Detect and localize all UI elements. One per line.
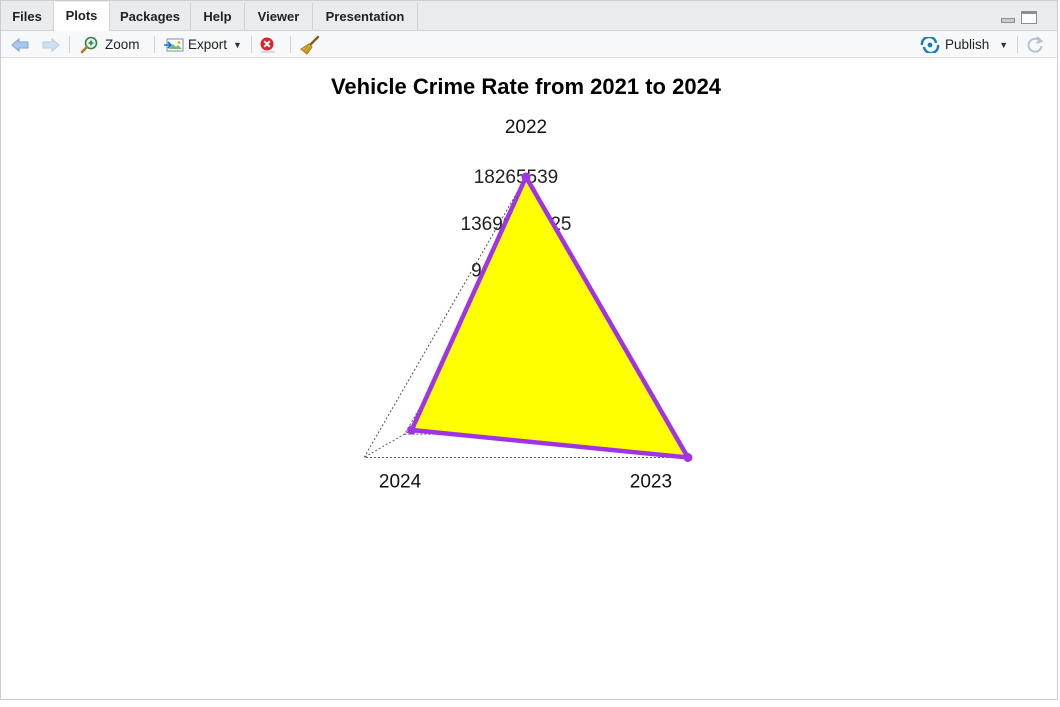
axis-category-label: 2024 [379,472,422,493]
series-polygon [408,172,693,461]
axis-category-label: 2023 [630,472,672,493]
minimize-pane-button[interactable] [1001,18,1015,23]
series-point [521,172,531,182]
toolbar-separator [154,36,155,53]
broom-icon [300,35,320,55]
toolbar-separator [251,36,252,53]
plots-toolbar: Zoom Export ▼ [1,31,1057,58]
zoom-icon [80,36,98,53]
chart-series [407,172,693,462]
axis-value-label: 18265539 [474,167,559,188]
chart-labels: 2022 2023 2024 [379,117,672,493]
chevron-down-icon: ▼ [999,39,1009,50]
tab-packages[interactable]: Packages [110,3,191,31]
zoom-label: Zoom [105,37,140,52]
arrow-right-icon [42,37,60,52]
series-point [683,453,693,462]
remove-plot-button[interactable] [259,31,277,58]
forward-button[interactable] [41,31,61,58]
export-label: Export [188,37,228,52]
toolbar-separator [290,36,291,53]
publish-icon [920,36,940,53]
tab-presentation[interactable]: Presentation [313,3,418,31]
back-button[interactable] [10,31,30,58]
tab-viewer[interactable]: Viewer [245,3,313,31]
toolbar-separator [69,36,70,53]
maximize-pane-button[interactable] [1021,11,1037,24]
publish-menu[interactable]: Publish ▼ [919,31,1008,58]
refresh-button[interactable] [1025,31,1045,58]
radar-chart: Vehicle Crime Rate from 2021 to 2024 182… [331,74,722,493]
export-menu[interactable]: Export ▼ [163,31,242,58]
series-point [407,425,417,435]
publish-label: Publish [945,37,990,52]
axis-category-label: 2022 [505,117,547,138]
chart-title: Vehicle Crime Rate from 2021 to 2024 [331,74,722,99]
toolbar-separator [1017,36,1018,53]
tab-bar: Files Plots Packages Help Viewer Present… [1,1,1057,31]
clear-all-plots-button[interactable] [299,31,321,58]
remove-plot-icon [260,37,275,52]
arrow-left-icon [11,37,29,52]
export-image-icon [164,38,184,51]
tab-help[interactable]: Help [191,3,245,31]
tab-plots[interactable]: Plots [53,2,110,31]
tab-files[interactable]: Files [1,3,54,31]
chevron-down-icon: ▼ [233,39,242,50]
zoom-button[interactable]: Zoom [80,31,140,58]
refresh-icon [1027,35,1044,53]
